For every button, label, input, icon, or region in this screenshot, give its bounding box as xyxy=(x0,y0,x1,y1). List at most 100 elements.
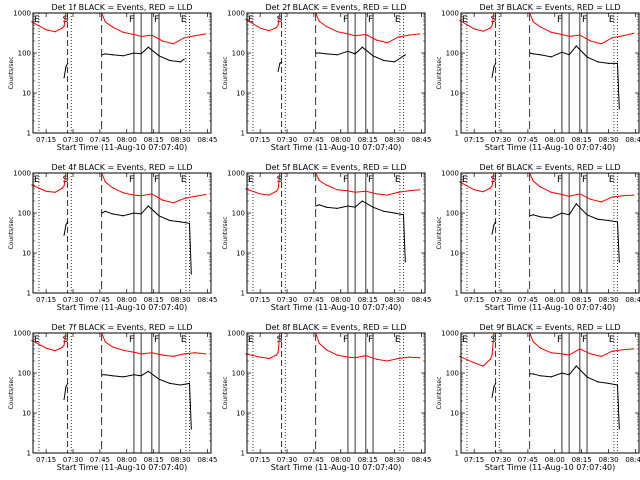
data-point-events xyxy=(493,66,495,68)
x-tick-label: 08:30 xyxy=(384,456,404,464)
flag-label: S xyxy=(491,15,497,25)
y-tick-label: 100 xyxy=(18,370,31,378)
series-line-lld xyxy=(31,12,206,45)
flag-label: F xyxy=(368,15,373,25)
data-point-lld xyxy=(205,193,207,196)
data-point-lld xyxy=(104,341,106,343)
data-point-lld xyxy=(365,355,367,357)
data-point-events xyxy=(133,212,135,214)
flag-label: F xyxy=(129,175,134,185)
data-point-events xyxy=(393,212,396,214)
data-point-lld xyxy=(397,36,399,38)
data-point-events xyxy=(539,375,542,377)
data-point-events xyxy=(279,62,281,64)
data-point-lld xyxy=(419,33,421,35)
y-tick-label: 10 xyxy=(450,250,459,258)
x-tick-label: 08:00 xyxy=(545,456,565,464)
series-line-lld xyxy=(31,332,206,357)
x-tick-label: 08:45 xyxy=(625,136,640,144)
x-tick-label: 08:00 xyxy=(331,296,351,304)
data-point-events xyxy=(354,206,356,208)
data-point-lld xyxy=(532,341,534,343)
x-tick-label: 07:15 xyxy=(250,136,270,144)
flag-label: F xyxy=(557,335,562,345)
y-tick-label: 10 xyxy=(22,410,31,418)
x-tick-label: 08:15 xyxy=(144,456,164,464)
data-point-lld xyxy=(347,190,349,192)
data-point-events xyxy=(122,215,124,217)
x-tick-label: 08:00 xyxy=(331,456,351,464)
y-axis-label: Counts/sec xyxy=(222,56,229,89)
y-tick-label: 1000 xyxy=(441,10,459,18)
x-tick-label: 08:30 xyxy=(170,136,190,144)
data-point-lld xyxy=(482,191,484,193)
data-point-lld xyxy=(622,35,624,37)
data-point-lld xyxy=(568,35,570,38)
data-point-lld xyxy=(63,344,65,346)
data-point-events xyxy=(169,219,171,222)
data-point-events xyxy=(532,53,534,55)
data-point-events xyxy=(529,373,531,375)
flag-label: F xyxy=(129,335,134,345)
data-point-events xyxy=(281,61,283,63)
x-tick-label: 07:15 xyxy=(464,136,484,144)
flag-label: E xyxy=(181,335,187,345)
y-tick-label: 100 xyxy=(446,210,459,218)
data-point-events xyxy=(575,203,577,205)
data-point-events xyxy=(404,261,406,263)
panel-title: Det 2f BLACK = Events, RED = LLD xyxy=(265,3,406,12)
data-point-events xyxy=(550,56,552,58)
data-point-lld xyxy=(600,355,602,358)
x-tick-label: 08:15 xyxy=(358,456,378,464)
plot-frame xyxy=(32,332,212,454)
data-point-lld xyxy=(31,21,33,23)
y-tick-label: 1 xyxy=(455,130,459,138)
data-point-lld xyxy=(194,35,196,37)
data-point-lld xyxy=(61,27,63,29)
data-point-lld xyxy=(325,349,328,351)
data-point-lld xyxy=(459,19,461,22)
data-point-lld xyxy=(419,189,421,191)
data-point-lld xyxy=(336,354,338,356)
data-point-lld xyxy=(489,27,491,29)
x-tick-label: 08:00 xyxy=(117,456,137,464)
x-tick-label: 08:30 xyxy=(170,296,190,304)
x-tick-label: 07:45 xyxy=(304,456,324,464)
data-point-events xyxy=(111,213,114,215)
data-point-events xyxy=(190,428,192,430)
data-point-lld xyxy=(579,193,581,195)
detector-panel-1: Det 1f BLACK = Events, RED = LLD Counts/s… xyxy=(8,3,218,152)
y-tick-label: 100 xyxy=(232,210,245,218)
detector-panel-9: Det 9f BLACK = Events, RED = LLD Counts/s… xyxy=(436,323,640,472)
data-point-events xyxy=(179,61,182,63)
data-point-events xyxy=(133,52,135,54)
panel-title: Det 1f BLACK = Events, RED = LLD xyxy=(51,3,192,12)
series-line-lld xyxy=(459,12,634,45)
y-tick-label: 10 xyxy=(236,250,245,258)
y-axis-label: Counts/sec xyxy=(436,56,443,89)
data-point-events xyxy=(586,56,588,58)
data-point-lld xyxy=(611,196,613,198)
panel-title: Det 8f BLACK = Events, RED = LLD xyxy=(265,323,406,332)
data-point-events xyxy=(495,382,497,384)
flag-label: E xyxy=(395,175,401,185)
x-tick-label: 07:45 xyxy=(518,136,538,144)
x-tick-label: 08:45 xyxy=(197,296,217,304)
y-tick-label: 10 xyxy=(450,90,459,98)
data-point-events xyxy=(67,221,69,223)
plot-frame xyxy=(32,172,212,294)
flag-label: E xyxy=(248,15,254,25)
data-point-events xyxy=(158,55,160,57)
data-point-events xyxy=(65,386,67,388)
flag-label: E xyxy=(609,15,615,25)
x-tick-label: 08:00 xyxy=(117,296,137,304)
data-point-lld xyxy=(386,194,388,196)
plot-frame xyxy=(246,172,426,294)
y-tick-label: 100 xyxy=(232,50,245,58)
y-tick-label: 100 xyxy=(18,210,31,218)
data-point-events xyxy=(325,53,328,55)
flag-label: E xyxy=(395,335,401,345)
data-point-events xyxy=(561,212,563,214)
data-point-lld xyxy=(268,357,270,360)
x-tick-label: 08:30 xyxy=(384,136,404,144)
